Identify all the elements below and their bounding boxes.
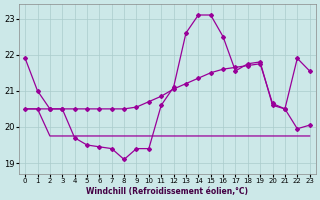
X-axis label: Windchill (Refroidissement éolien,°C): Windchill (Refroidissement éolien,°C) — [86, 187, 248, 196]
